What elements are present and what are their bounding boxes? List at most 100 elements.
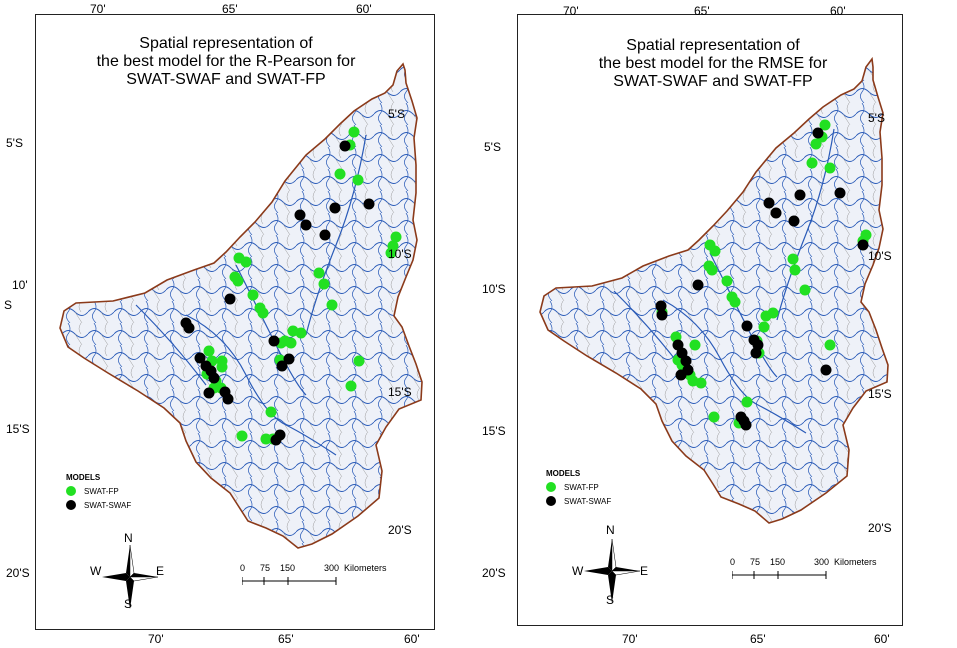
swat-fp-point — [806, 157, 818, 169]
compass-n: N — [124, 531, 133, 545]
top-tick: 65' — [694, 4, 710, 18]
swat-fp-point — [810, 138, 822, 150]
swat-swaf-point — [655, 300, 667, 312]
swat-fp-point — [729, 296, 741, 308]
map-title: Spatial representation of the best model… — [548, 37, 878, 91]
top-tick: 70' — [146, 14, 162, 15]
legend-label: SWAT-FP — [564, 482, 599, 492]
swat-swaf-point — [339, 140, 351, 152]
top-tick: 65' — [222, 2, 238, 16]
swat-fp-point — [819, 119, 831, 131]
left-tick: 5'S — [6, 136, 23, 150]
swat-swaf-point — [834, 187, 846, 199]
swat-fp-point — [708, 411, 720, 423]
compass-w: W — [90, 564, 102, 578]
swat-swaf-point — [283, 353, 295, 365]
swat-fp-point — [240, 256, 252, 268]
swat-swaf-point — [820, 364, 832, 376]
model-points-rmse — [655, 119, 872, 431]
right-tick: 5'S — [388, 107, 405, 121]
scale-unit: Kilometers — [344, 563, 387, 573]
basin-map-rmse — [539, 56, 889, 524]
swat-fp-point — [824, 339, 836, 351]
green-dot-icon — [546, 482, 556, 492]
right-tick: 15'S — [388, 385, 412, 399]
swat-fp-point — [260, 433, 272, 445]
swat-swaf-point — [276, 360, 288, 372]
swat-fp-point — [695, 377, 707, 389]
top-tick: 60' — [356, 2, 372, 16]
swat-swaf-point — [794, 189, 806, 201]
swat-fp-point — [824, 162, 836, 174]
legend: MODELS SWAT-FP SWAT-SWAF — [546, 469, 611, 506]
swat-fp-point — [348, 126, 360, 138]
left-tick: 15'S — [482, 424, 506, 438]
right-tick: 10'S — [388, 247, 412, 261]
map-panel-rmse: Spatial representation of the best model… — [517, 14, 903, 626]
bottom-tick: 65' — [278, 632, 294, 646]
title-line: the best model for the R-Pearson for — [96, 53, 356, 70]
swat-fp-point — [741, 396, 753, 408]
legend-item-fp: SWAT-FP — [546, 482, 611, 492]
right-tick: 15'S — [868, 387, 892, 401]
green-dot-icon — [66, 486, 76, 496]
left-tick: 20'S — [6, 566, 30, 580]
swat-swaf-point — [682, 364, 694, 376]
river-network-main — [135, 134, 367, 456]
swat-swaf-point — [268, 335, 280, 347]
title-line: SWAT-SWAF and SWAT-FP — [126, 71, 326, 88]
compass-e: E — [640, 564, 649, 578]
black-dot-icon — [546, 496, 556, 506]
swat-swaf-point — [183, 322, 195, 334]
basin-map-r-pearson — [59, 62, 423, 549]
swat-swaf-point — [203, 387, 215, 399]
scale-label: 300 — [814, 557, 830, 567]
model-points-r-pearson — [180, 126, 402, 446]
bottom-tick: 70' — [148, 632, 164, 646]
swat-fp-point — [295, 327, 307, 339]
swat-swaf-point — [656, 309, 668, 321]
swat-fp-point — [709, 245, 721, 257]
swat-fp-point — [706, 264, 718, 276]
swat-swaf-point — [329, 202, 341, 214]
swat-fp-point — [313, 267, 325, 279]
scale-label: 75 — [260, 563, 271, 573]
scale-label: 150 — [770, 557, 786, 567]
swat-swaf-point — [222, 393, 234, 405]
map-panel-r-pearson: 70' Spatial representation of the best m… — [35, 14, 435, 630]
title-line: Spatial representation of — [626, 37, 800, 54]
basin-outline — [59, 62, 423, 549]
swat-swaf-point — [788, 215, 800, 227]
compass-n: N — [606, 523, 615, 537]
left-tick: S — [4, 298, 13, 312]
legend-label: SWAT-FP — [84, 486, 119, 496]
legend-item-swaf: SWAT-SWAF — [546, 496, 611, 506]
compass-s: S — [124, 597, 133, 611]
swat-fp-point — [385, 247, 397, 259]
swat-fp-point — [689, 339, 701, 351]
title-line: the best model for the RMSE for — [598, 55, 828, 72]
basin-outline — [539, 56, 889, 524]
swat-fp-point — [345, 380, 357, 392]
top-tick: 60' — [830, 4, 846, 18]
legend: MODELS SWAT-FP SWAT-SWAF — [66, 473, 131, 510]
swat-swaf-point — [363, 198, 375, 210]
swat-fp-point — [232, 275, 244, 287]
top-tick: 70' — [563, 4, 579, 18]
left-tick: 10'S — [482, 282, 506, 296]
swat-fp-point — [326, 299, 338, 311]
title-line: Spatial representation of — [139, 35, 313, 52]
swat-fp-point — [353, 355, 365, 367]
legend-title: MODELS — [546, 469, 581, 478]
swat-swaf-point — [224, 293, 236, 305]
right-tick: 20'S — [868, 521, 892, 535]
black-dot-icon — [66, 500, 76, 510]
compass-e: E — [156, 564, 165, 578]
swat-fp-point — [390, 231, 402, 243]
swat-swaf-point — [750, 347, 762, 359]
legend-item-fp: SWAT-FP — [66, 486, 131, 496]
scale-label: 0 — [240, 563, 246, 573]
legend-label: SWAT-SWAF — [84, 500, 132, 510]
scale-label: 150 — [280, 563, 296, 573]
compass-rose-icon — [102, 544, 159, 609]
